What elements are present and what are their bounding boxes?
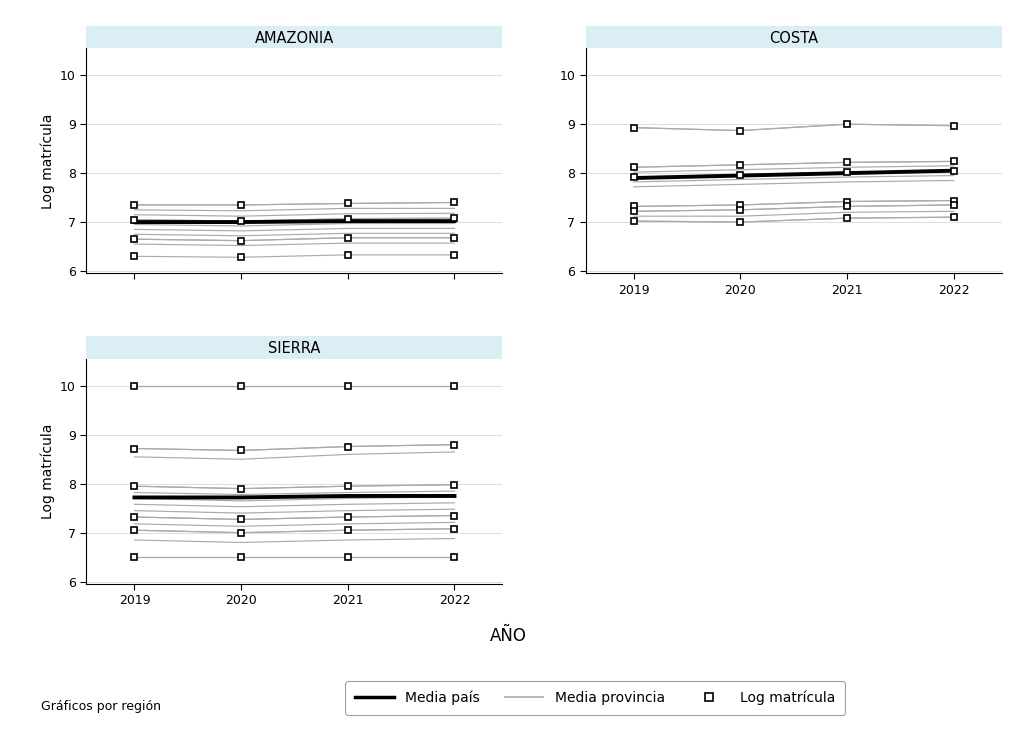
Y-axis label: Log matrícula: Log matrícula [40,113,55,208]
Title: COSTA: COSTA [769,31,819,46]
FancyBboxPatch shape [86,26,502,48]
Text: AÑO: AÑO [490,627,527,645]
Y-axis label: Log matrícula: Log matrícula [40,424,55,519]
Text: Gráficos por región: Gráficos por región [41,700,161,713]
FancyBboxPatch shape [86,336,502,359]
FancyBboxPatch shape [586,26,1002,48]
Title: AMAZONIA: AMAZONIA [255,31,335,46]
Legend: Media país, Media provincia, Log matrícula: Media país, Media provincia, Log matrícu… [345,681,845,715]
Title: SIERRA: SIERRA [268,341,320,356]
